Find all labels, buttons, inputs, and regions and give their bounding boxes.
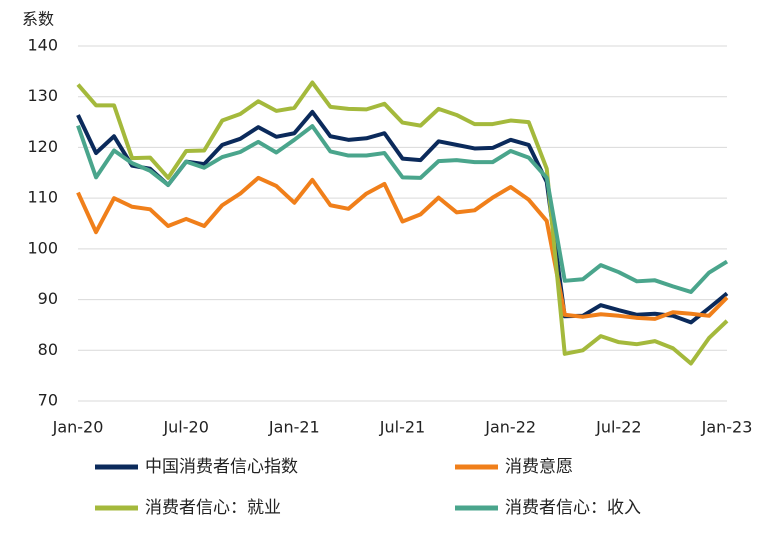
- y-tick-label: 100: [27, 238, 58, 257]
- series-line: [76, 124, 729, 294]
- y-tick-label: 90: [38, 289, 58, 308]
- x-tick-label: Jan-21: [268, 418, 320, 437]
- legend-label: 消费者信心：就业: [145, 498, 281, 518]
- y-tick-label: 130: [27, 86, 58, 105]
- y-tick-label: 110: [27, 188, 58, 207]
- x-tick-label: Jul-22: [595, 418, 641, 437]
- x-tick-label: Jan-22: [484, 418, 536, 437]
- x-tick-label: Jan-20: [52, 418, 104, 437]
- legend-label: 消费意愿: [505, 457, 573, 477]
- x-tick-label: Jul-21: [379, 418, 425, 437]
- y-tick-label: 70: [38, 391, 58, 410]
- legend-label: 消费者信心：收入: [505, 498, 641, 518]
- series-line: [76, 80, 729, 366]
- legend-label: 中国消费者信心指数: [145, 457, 298, 477]
- y-axis-label: 系数: [22, 10, 54, 29]
- y-tick-label: 80: [38, 340, 58, 359]
- y-tick-label: 140: [27, 36, 58, 55]
- x-tick-label: Jul-20: [162, 418, 208, 437]
- y-tick-label: 120: [27, 137, 58, 156]
- series-line: [76, 175, 729, 321]
- x-tick-label: Jan-23: [701, 418, 753, 437]
